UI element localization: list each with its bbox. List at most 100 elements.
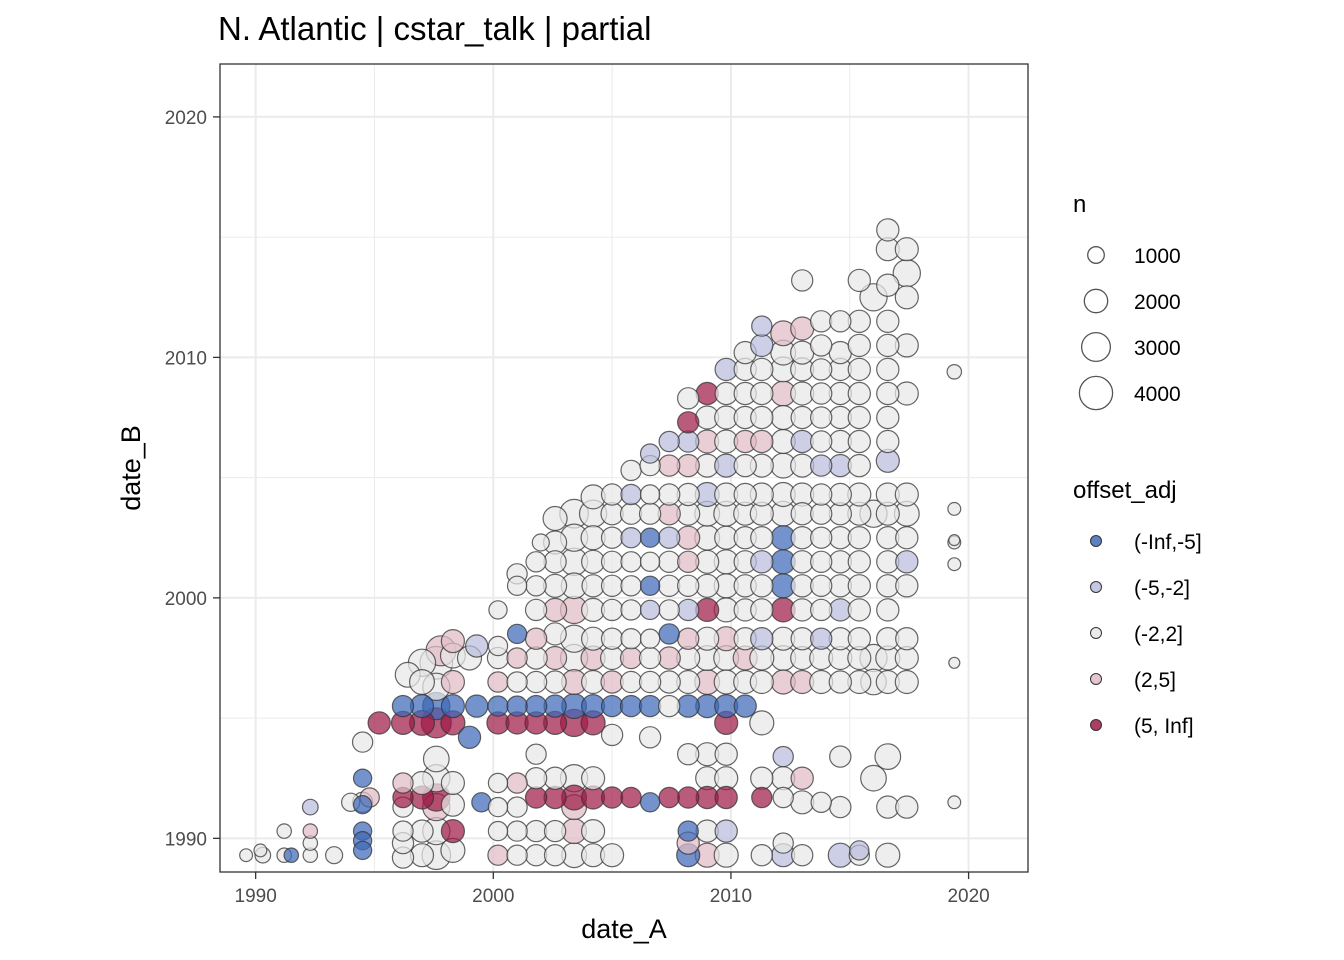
data-point [876,381,900,406]
data-point [750,429,774,454]
data-point [750,844,774,867]
data-point [847,357,872,382]
color-legend-label: (-5,-2] [1134,577,1190,600]
data-point [847,574,872,598]
data-point [487,820,509,842]
data-point [524,819,548,843]
data-point [639,443,661,464]
data-point [847,381,872,406]
data-point [828,670,853,694]
data-point [440,792,465,817]
data-point [524,627,548,650]
data-point [351,731,374,753]
data-point [895,795,919,819]
data-point [440,770,465,796]
data-point [733,694,757,718]
size-legend-title: n [1073,191,1086,218]
data-point [658,483,681,506]
data-point [750,627,774,651]
data-point [847,429,872,454]
data-point [810,627,833,650]
data-point [810,502,833,525]
data-point [810,334,833,357]
data-point [947,795,962,810]
data-point [506,623,528,645]
data-point [733,482,757,507]
data-point [876,598,900,622]
data-point [751,315,773,337]
data-point [600,627,624,650]
data-point [876,333,900,358]
data-point [620,459,642,482]
data-point [638,502,662,525]
plot-border [219,63,1029,873]
size-legend-label: 4000 [1134,383,1181,406]
data-point [677,627,700,650]
data-point [487,635,509,657]
data-point [524,786,548,809]
color-legend-label: (2,5] [1134,669,1176,692]
data-point [657,502,681,526]
data-point [714,785,738,810]
chart-title: N. Atlantic | cstar_talk | partial [218,10,651,47]
data-point [828,482,853,507]
data-point [751,786,773,809]
color-legend-label: (-2,2] [1134,623,1183,646]
data-point [658,430,680,453]
data-point [810,382,833,405]
data-point [392,772,414,794]
data-point [639,599,661,621]
data-point [790,502,814,526]
data-point [876,273,900,297]
data-point [895,574,919,598]
data-point [895,550,919,574]
color-legend-label: (5, Inf] [1134,715,1194,738]
data-point [600,574,624,598]
data-point [600,526,624,549]
data-point [874,743,902,770]
data-point [620,628,642,650]
data-point [239,848,254,863]
data-point [301,798,319,816]
data-point [619,502,643,525]
data-point [599,843,625,868]
data-point [440,669,465,695]
data-point [790,627,814,651]
data-point [524,844,548,867]
size-legend-label: 2000 [1134,291,1181,314]
data-point [600,694,624,718]
data-point [750,598,774,622]
data-point [810,598,833,622]
color-legend-items: (-Inf,-5] (-5,-2] (-2,2] (2,5] (5, Inf] [1090,531,1202,738]
data-point [487,844,509,866]
data-point [276,823,292,839]
data-point [810,454,833,477]
size-legend-label: 1000 [1134,245,1181,268]
data-point [487,695,509,717]
data-point [487,671,509,693]
x-tick-label: 1990 [235,886,277,907]
data-point [810,483,833,506]
data-points [239,218,963,871]
color-legend-key [1090,535,1102,547]
data-point [524,694,548,718]
data-point [790,405,814,430]
data-point [790,790,815,815]
data-point [947,557,962,572]
data-point [619,694,643,718]
data-point [749,669,774,695]
data-point [253,843,268,858]
data-point [639,792,661,813]
data-point [876,429,900,454]
color-legend-label: (-Inf,-5] [1134,531,1202,554]
data-point [367,711,391,735]
data-point [638,646,662,670]
data-point [580,818,606,844]
data-point [410,819,434,843]
x-tick-label: 2000 [472,886,514,907]
color-legend-key [1090,719,1102,731]
data-point [829,795,852,819]
data-point [847,453,872,478]
data-point [657,646,681,670]
data-point [506,647,528,669]
